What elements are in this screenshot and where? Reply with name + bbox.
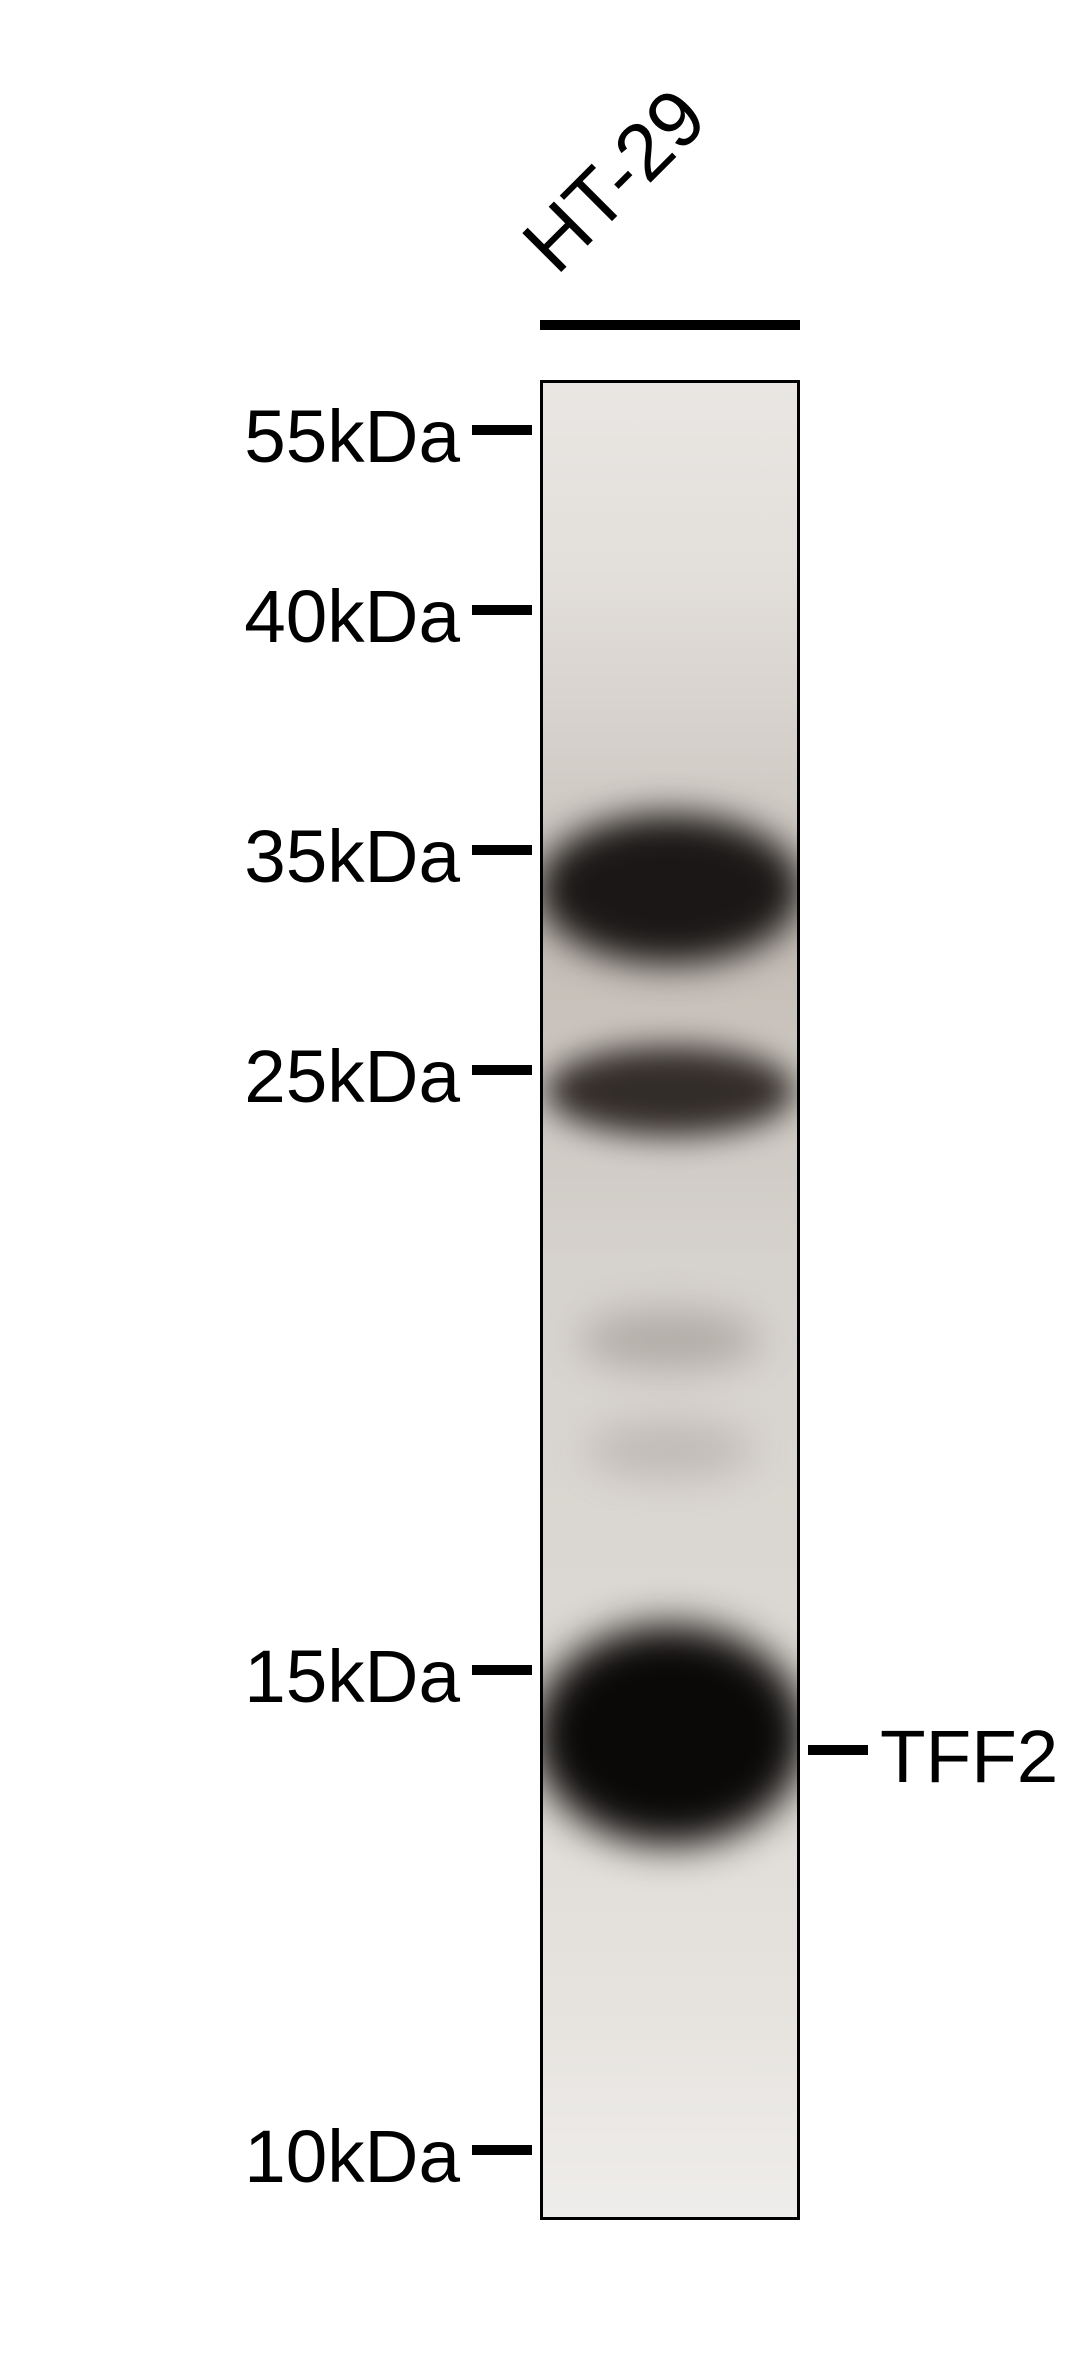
mw-marker-tick xyxy=(472,605,532,615)
band-33k xyxy=(540,814,800,964)
mw-marker-label: 40kDa xyxy=(244,573,460,659)
lane-background-gradient xyxy=(543,383,797,2217)
lane-header-label: HT-29 xyxy=(505,71,724,290)
target-protein-label: TFF2 xyxy=(880,1713,1058,1799)
mw-marker-label: 35kDa xyxy=(244,813,460,899)
band-25k xyxy=(545,1046,795,1136)
mw-marker-tick xyxy=(472,2145,532,2155)
lane-header-underline xyxy=(540,320,800,330)
target-tick xyxy=(808,1745,868,1755)
mw-marker-tick xyxy=(472,845,532,855)
mw-marker-label: 25kDa xyxy=(244,1033,460,1119)
mw-marker-label: 10kDa xyxy=(244,2113,460,2199)
blot-lane xyxy=(540,380,800,2220)
band-18k-faint xyxy=(586,1423,755,1478)
mw-marker-tick xyxy=(472,1665,532,1675)
mw-marker-label: 55kDa xyxy=(244,393,460,479)
band-tff2 xyxy=(540,1625,800,1845)
mw-marker-tick xyxy=(472,425,532,435)
mw-marker-tick xyxy=(472,1065,532,1075)
mw-marker-label: 15kDa xyxy=(244,1633,460,1719)
band-20k-faint xyxy=(579,1310,761,1370)
